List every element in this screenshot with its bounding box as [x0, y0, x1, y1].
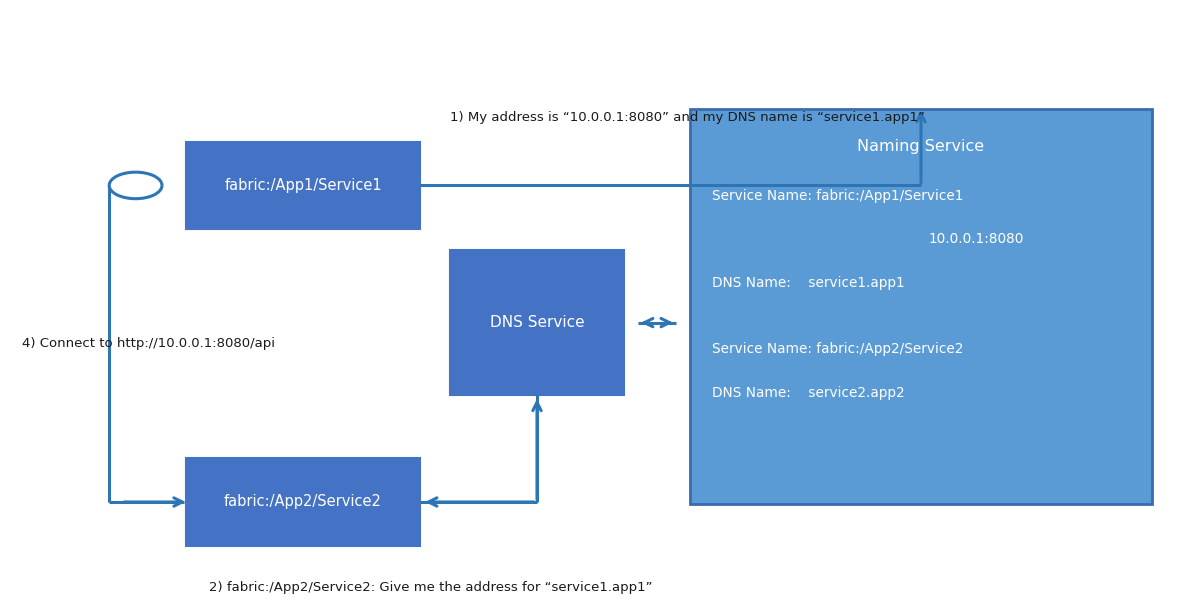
- FancyBboxPatch shape: [186, 142, 420, 229]
- Text: DNS Name:    service1.app1: DNS Name: service1.app1: [712, 276, 905, 290]
- FancyBboxPatch shape: [450, 250, 624, 395]
- Text: DNS Name:    service2.app2: DNS Name: service2.app2: [712, 385, 905, 400]
- Text: fabric:/App1/Service1: fabric:/App1/Service1: [224, 178, 382, 193]
- Text: Service Name: fabric:/App2/Service2: Service Name: fabric:/App2/Service2: [712, 342, 962, 356]
- Text: Naming Service: Naming Service: [858, 139, 984, 154]
- FancyBboxPatch shape: [186, 458, 420, 546]
- Text: DNS Service: DNS Service: [490, 315, 584, 330]
- Text: 4) Connect to http://10.0.0.1:8080/api: 4) Connect to http://10.0.0.1:8080/api: [22, 337, 275, 350]
- Text: 2) fabric:/App2/Service2: Give me the address for “service1.app1”: 2) fabric:/App2/Service2: Give me the ad…: [209, 581, 653, 595]
- Text: 1) My address is “10.0.0.1:8080” and my DNS name is “service1.app1”: 1) My address is “10.0.0.1:8080” and my …: [450, 111, 925, 124]
- Text: fabric:/App2/Service2: fabric:/App2/Service2: [224, 494, 382, 510]
- Text: Service Name: fabric:/App1/Service1: Service Name: fabric:/App1/Service1: [712, 189, 962, 203]
- Circle shape: [109, 172, 162, 199]
- FancyBboxPatch shape: [690, 109, 1152, 504]
- Text: 10.0.0.1:8080: 10.0.0.1:8080: [929, 232, 1024, 247]
